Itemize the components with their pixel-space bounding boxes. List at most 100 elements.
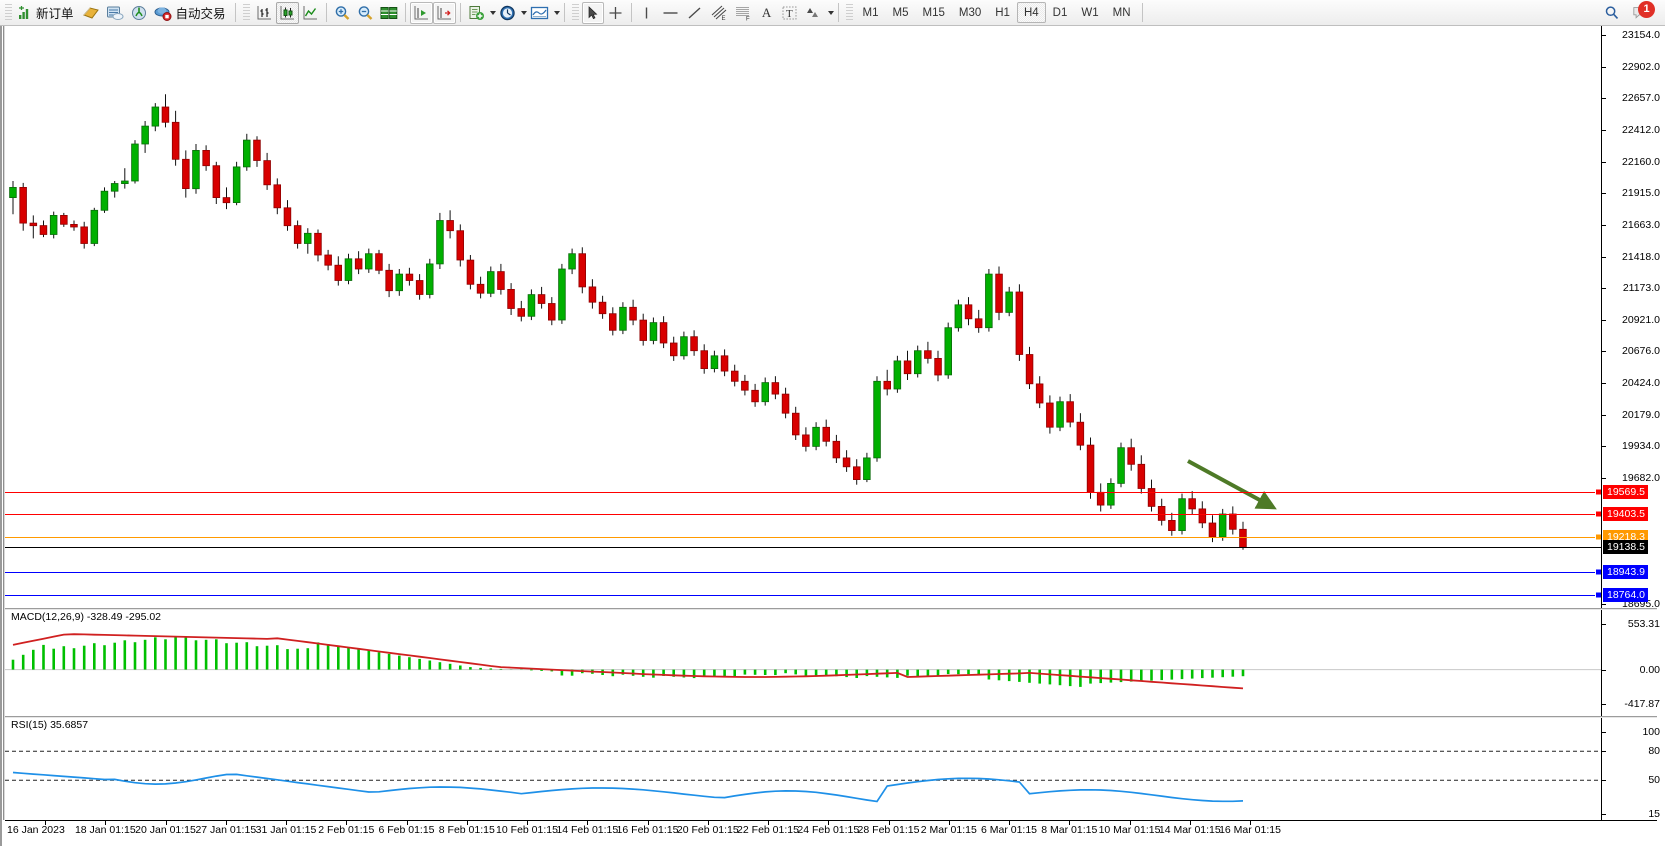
resistance-line-1[interactable] (5, 492, 1604, 494)
time-axis-label: 14 Feb 01:15 (556, 824, 619, 836)
new-order-button[interactable]: 新订单 (15, 2, 79, 24)
time-axis-label: 6 Feb 01:15 (378, 824, 435, 836)
chart-grid-button[interactable] (377, 2, 401, 24)
chart-shift-button[interactable] (409, 1, 433, 24)
candlestick-chart-button[interactable] (275, 1, 299, 24)
price-pane[interactable] (5, 26, 1604, 608)
tab-timeframe-d1[interactable]: D1 (1052, 7, 1068, 19)
candlestick-series (9, 94, 1247, 550)
rsi-pane[interactable]: RSI(15) 35.6857 (5, 718, 1604, 820)
zoom-out-icon (358, 5, 372, 20)
period-icon (499, 5, 515, 20)
chart-left-edge (2, 26, 5, 820)
time-axis-label: 10 Feb 01:15 (496, 824, 558, 836)
equidistant-channel-button[interactable]: E (706, 2, 731, 24)
text-label-button[interactable]: T (778, 2, 801, 24)
macd-pane[interactable]: MACD(12,26,9) -328.49 -295.02 (5, 610, 1604, 716)
signals-button[interactable] (127, 2, 151, 24)
current-price-line[interactable] (5, 547, 1604, 549)
chart-grid-icon (380, 6, 397, 19)
profiles-icon (82, 6, 99, 19)
toolbar-divider-3 (404, 3, 406, 22)
templates-button[interactable] (527, 2, 552, 24)
profiles-button[interactable] (79, 2, 103, 24)
rsi-axis-label: 50 (1648, 774, 1660, 787)
shapes-chevron-down-icon[interactable] (827, 10, 834, 15)
horizontal-line-button[interactable] (658, 2, 683, 24)
price-badge-resistance-line-1[interactable]: 19569.5 (1603, 485, 1648, 500)
downtrend-arrow[interactable] (5, 26, 1604, 608)
price-axis-label: 21173.0 (1622, 281, 1660, 294)
toolbar-divider-2 (325, 3, 327, 22)
toolbar-grip-2[interactable] (242, 3, 250, 22)
auto-scroll-button[interactable] (432, 1, 456, 24)
shapes-button[interactable] (801, 2, 826, 24)
trendline-button[interactable] (683, 2, 706, 24)
support-line-1[interactable] (5, 572, 1604, 574)
tab-timeframe-h4[interactable]: H4 (1016, 2, 1046, 23)
indicators-chevron-down-icon[interactable] (489, 10, 496, 15)
rsi-axis-label: 80 (1648, 745, 1660, 758)
price-axis-label: 20676.0 (1622, 345, 1660, 358)
tab-timeframe-mn[interactable]: MN (1112, 7, 1131, 19)
rsi-title: RSI(15) 35.6857 (11, 719, 89, 731)
toolbar-grip-4[interactable] (845, 3, 853, 22)
time-axis[interactable]: 16 Jan 2023 18 Jan 01:15 20 Jan 01:15 27 Ja… (5, 820, 1657, 844)
vertical-line-icon (645, 7, 648, 18)
time-axis-label: 24 Feb 01:15 (797, 824, 860, 836)
toolbar-divider-5 (563, 3, 565, 22)
text-button[interactable]: A (756, 2, 778, 24)
zoom-out-button[interactable] (354, 2, 377, 24)
price-axis-label: 19682.0 (1622, 472, 1660, 485)
equidistant-channel-icon: E (711, 5, 726, 21)
price-badge-support-line-1[interactable]: 18943.9 (1603, 565, 1648, 580)
svg-text:E: E (721, 16, 725, 21)
fibonacci-button[interactable]: F (731, 2, 756, 24)
search-button[interactable] (1601, 2, 1623, 24)
period-button[interactable] (496, 2, 519, 24)
price-badge-support-line-2[interactable]: 18764.0 (1603, 588, 1648, 603)
pending-order-line[interactable] (5, 537, 1604, 539)
vertical-line-button[interactable] (636, 2, 658, 24)
macd-pane-divider (5, 608, 1657, 610)
data-window-button[interactable] (103, 2, 127, 24)
tab-timeframe-w1[interactable]: W1 (1081, 7, 1099, 19)
price-badge-resistance-line-2[interactable]: 19403.5 (1603, 506, 1648, 521)
macd-axis-label: 553.31 (1627, 618, 1660, 630)
tab-timeframe-m5[interactable]: M5 (892, 7, 909, 19)
chart-shift-icon (414, 5, 428, 19)
bar-chart-button[interactable] (253, 2, 276, 24)
support-line-2[interactable] (5, 595, 1604, 597)
line-chart-button[interactable] (299, 2, 322, 24)
price-axis-label: 22902.0 (1622, 61, 1660, 74)
time-axis-label: 22 Feb 01:15 (737, 824, 799, 836)
notification-button[interactable]: 1 (1629, 0, 1655, 24)
tab-timeframe-h1[interactable]: H1 (995, 7, 1010, 19)
autotrade-button[interactable]: 自动交易 (151, 2, 231, 24)
templates-icon (530, 6, 548, 19)
tab-timeframe-m15[interactable]: M15 (922, 7, 945, 19)
indicators-button[interactable] (465, 2, 488, 24)
crosshair-button[interactable] (604, 2, 627, 24)
chart-area[interactable]: HK50-,H4 19268.5 19324.5 19122.5 19138.5… (0, 26, 1665, 846)
rsi-series (5, 750, 1604, 803)
resistance-line-2[interactable] (5, 513, 1604, 515)
toolbar-grip-3[interactable] (571, 3, 579, 22)
price-badge-current-price-line[interactable]: 19138.5 (1603, 540, 1648, 555)
macd-title: MACD(12,26,9) -328.49 -295.02 (11, 611, 161, 623)
time-axis-label: 20 Feb 01:15 (676, 824, 739, 836)
toolbar-divider-7 (837, 3, 839, 22)
macd-axis-label: -417.87 (1624, 698, 1660, 710)
price-axis-label: 20424.0 (1622, 377, 1660, 390)
templates-chevron-down-icon[interactable] (553, 10, 560, 15)
price-axis-label: 21663.0 (1622, 219, 1660, 232)
text-label-icon: T (782, 6, 797, 20)
zoom-in-button[interactable] (331, 2, 354, 24)
price-axis-label: 19934.0 (1622, 439, 1660, 452)
cursor-button[interactable] (581, 1, 604, 24)
toolbar-grip-1[interactable] (5, 3, 12, 22)
tab-timeframe-m1[interactable]: M1 (862, 7, 879, 19)
period-chevron-down-icon[interactable] (520, 10, 527, 15)
time-axis-label: 20 Jan 01:15 (135, 824, 196, 836)
tab-timeframe-m30[interactable]: M30 (958, 7, 982, 19)
